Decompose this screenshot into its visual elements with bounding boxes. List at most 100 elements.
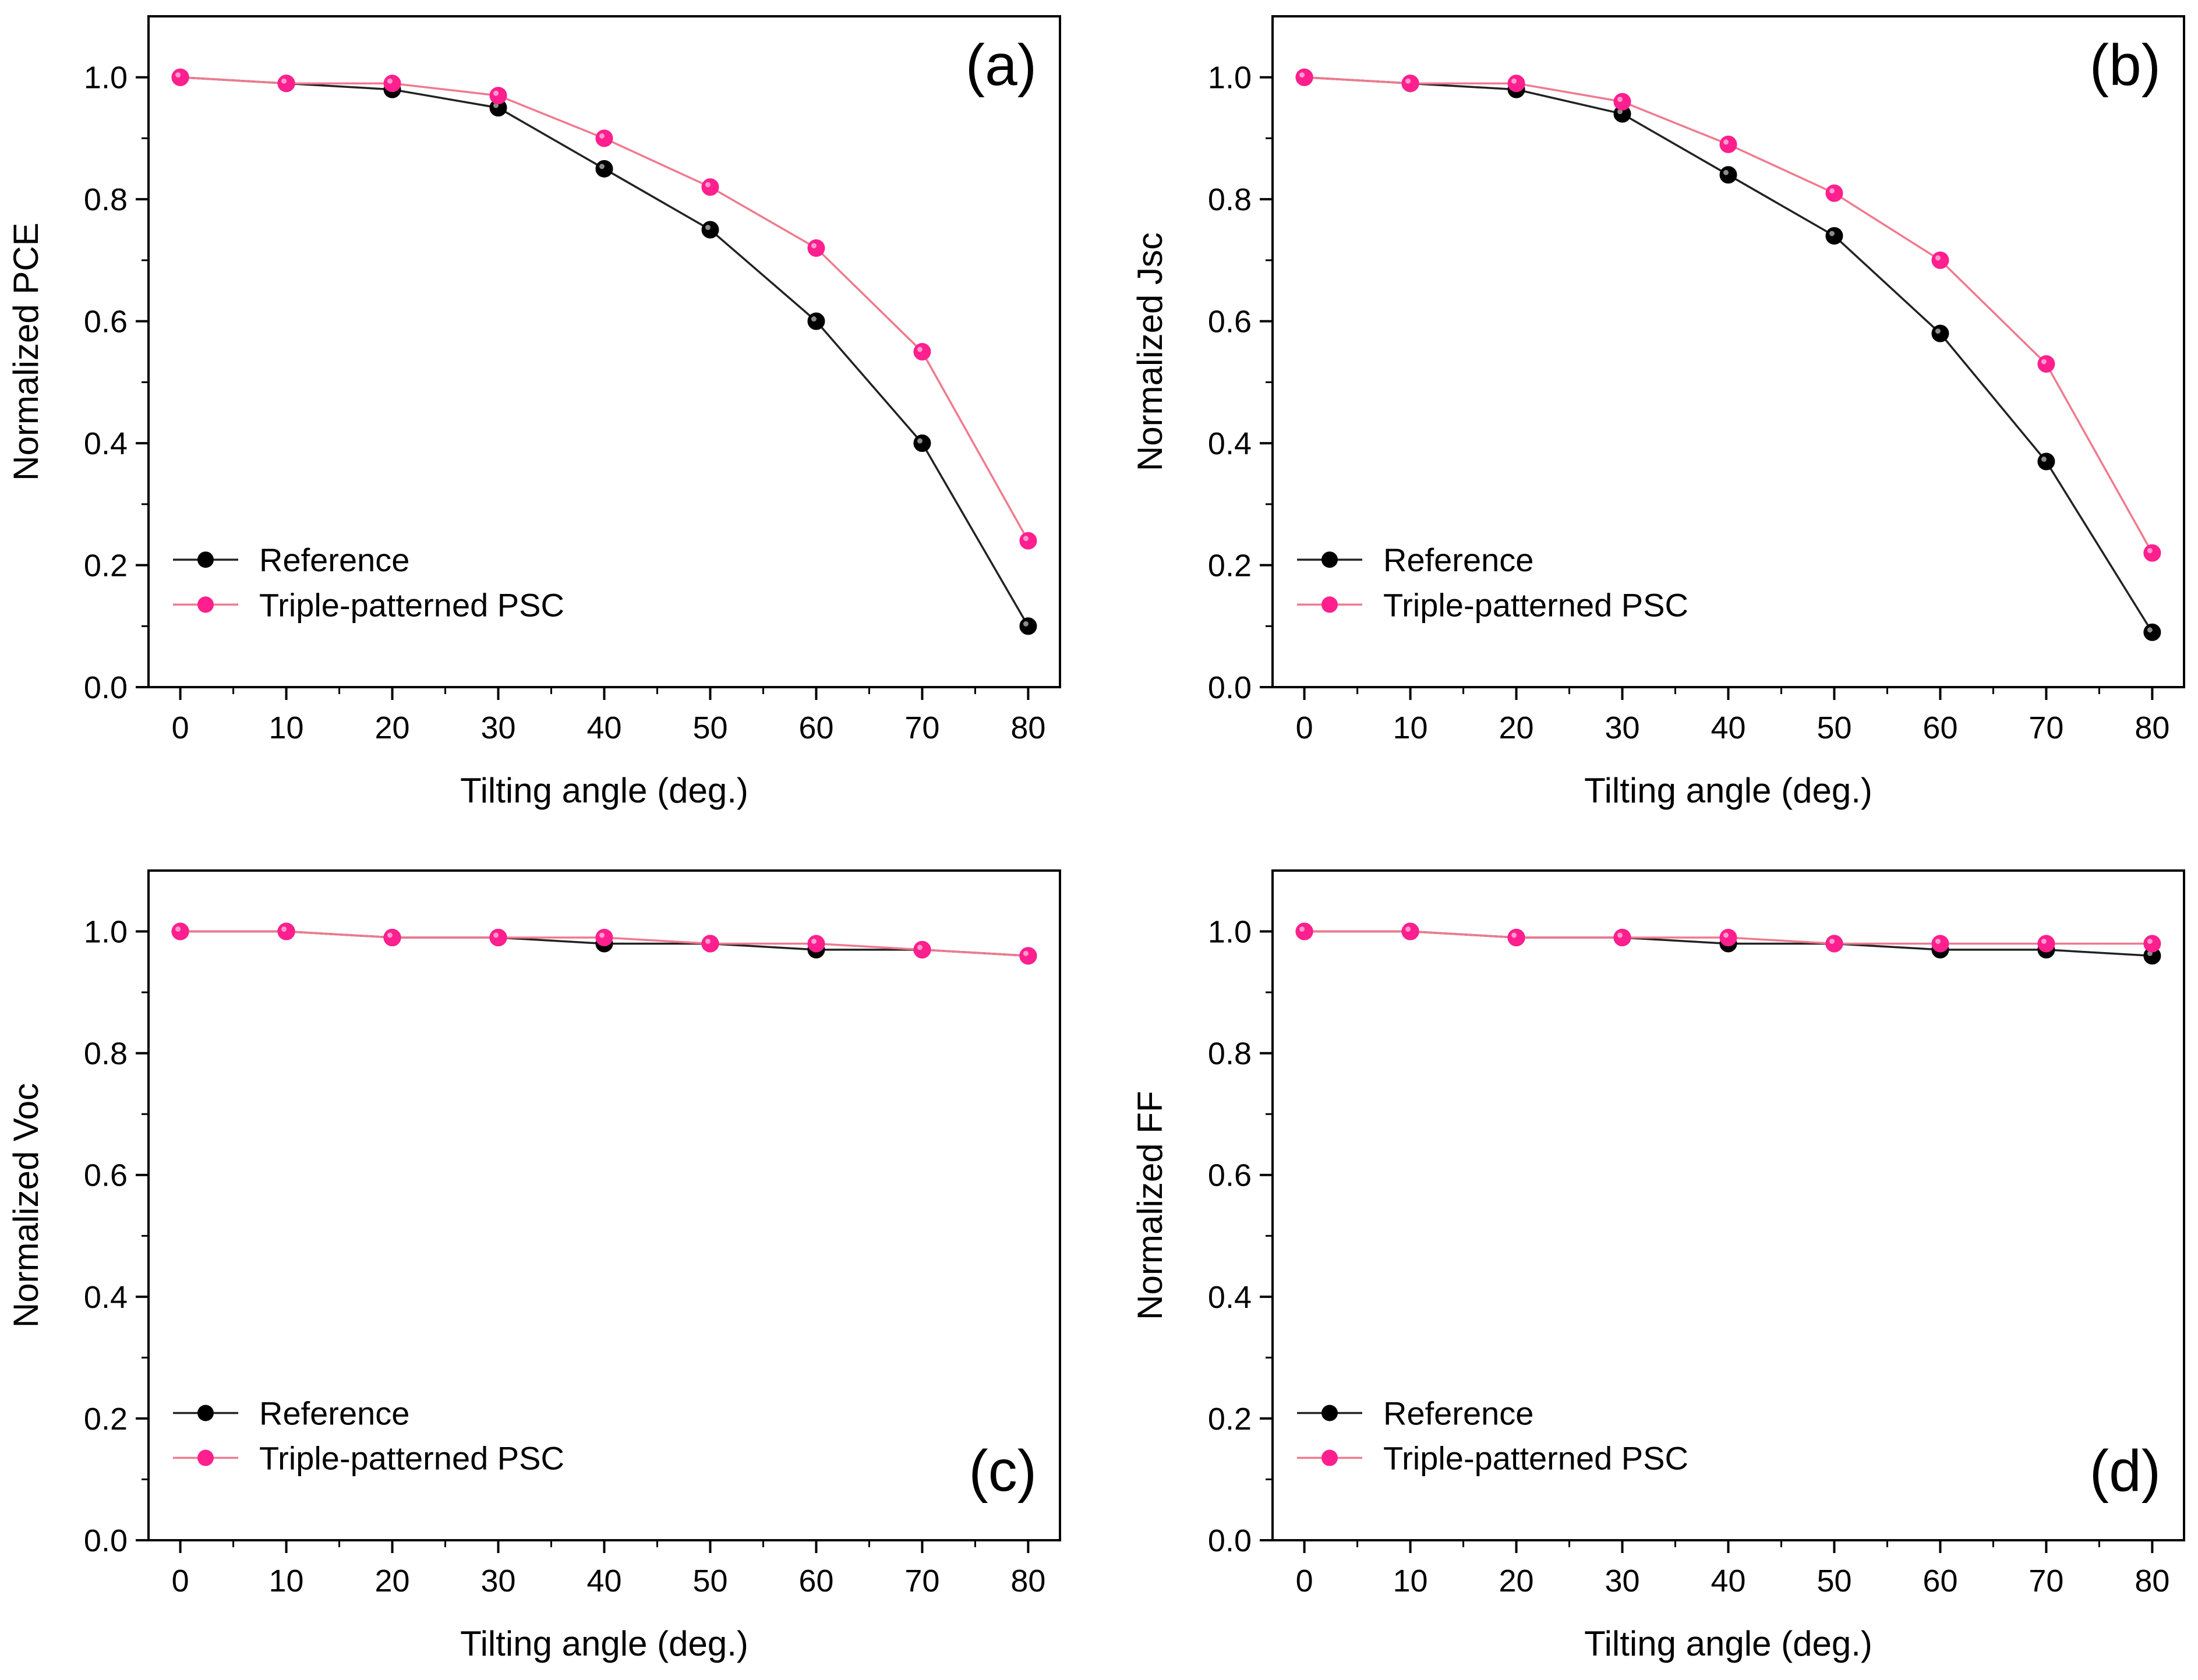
y-tick-label: 1.0 xyxy=(1208,61,1252,96)
data-point-highlight xyxy=(2147,938,2153,944)
chart-panel-4: 0 10 20 30 40 50 60 70 80 0.0 0.2 0.4 0.6 0.8 1.0 Tilti… xyxy=(1130,869,2185,1663)
data-point-triple-patterned xyxy=(383,929,401,946)
data-point-triple-patterned xyxy=(277,75,295,93)
data-point-triple-patterned xyxy=(1401,75,1419,93)
data-point-reference xyxy=(1825,227,1843,245)
y-tick-label: 0.4 xyxy=(84,1280,128,1315)
data-point-highlight xyxy=(811,243,817,249)
data-point-triple-patterned xyxy=(1825,935,1843,953)
data-point-triple-patterned xyxy=(1507,75,1525,93)
legend-marker-triple-patterned xyxy=(197,596,214,613)
x-tick-label: 20 xyxy=(375,1564,410,1598)
data-point-reference xyxy=(595,160,613,178)
legend-marker-triple-patterned xyxy=(197,1449,214,1466)
x-tick-label: 10 xyxy=(1393,1564,1428,1598)
data-point-triple-patterned xyxy=(171,68,189,86)
x-axis-title: Tilting angle (deg.) xyxy=(460,771,748,810)
data-point-triple-patterned xyxy=(171,922,189,940)
data-point-triple-patterned xyxy=(2037,935,2055,953)
data-point-triple-patterned xyxy=(1507,929,1525,946)
data-point-highlight xyxy=(1829,188,1835,194)
legend-label-reference: Reference xyxy=(1383,1395,1533,1432)
legend-label-triple-patterned: Triple-patterned PSC xyxy=(1383,586,1688,623)
legend-label-triple-patterned: Triple-patterned PSC xyxy=(259,586,564,623)
x-tick-label: 30 xyxy=(1605,1564,1639,1598)
x-tick-label: 10 xyxy=(269,710,304,745)
data-point-highlight xyxy=(1299,926,1305,932)
data-point-highlight xyxy=(1023,950,1029,956)
data-point-highlight xyxy=(1935,255,1941,261)
y-tick-label: 0.8 xyxy=(1208,1037,1252,1071)
data-point-highlight xyxy=(2147,627,2153,633)
y-tick-label: 0.0 xyxy=(84,670,128,705)
x-tick-label: 0 xyxy=(172,710,189,745)
legend-label-reference: Reference xyxy=(259,542,409,578)
data-point-highlight xyxy=(599,133,605,139)
x-tick-label: 60 xyxy=(798,1564,833,1598)
x-tick-label: 80 xyxy=(2135,710,2169,745)
x-tick-label: 70 xyxy=(2029,710,2063,745)
x-tick-label: 80 xyxy=(1010,1564,1045,1598)
chart-panel-1: 0 10 20 30 40 50 60 70 80 0.0 0.2 0.4 0.6 0.8 1.0 Tilti… xyxy=(6,15,1061,810)
legend-label-reference: Reference xyxy=(1383,542,1533,578)
data-point-triple-patterned xyxy=(1931,251,1949,269)
data-point-triple-patterned xyxy=(1931,935,1949,953)
data-point-highlight xyxy=(387,932,393,938)
x-axis-title: Tilting angle (deg.) xyxy=(1584,1624,1872,1663)
y-tick-label: 0.2 xyxy=(84,549,128,583)
data-point-triple-patterned xyxy=(2143,544,2161,562)
data-point-highlight xyxy=(811,938,817,944)
data-point-highlight xyxy=(1405,78,1411,84)
y-tick-label: 0.8 xyxy=(1208,182,1252,217)
data-point-triple-patterned xyxy=(807,239,825,257)
data-point-triple-patterned xyxy=(1019,532,1037,550)
data-point-highlight xyxy=(493,90,499,96)
data-point-triple-patterned xyxy=(1019,947,1037,965)
y-tick-label: 0.4 xyxy=(1208,426,1252,461)
x-tick-label: 20 xyxy=(375,710,410,745)
data-point-triple-patterned xyxy=(489,929,507,946)
plot-frame xyxy=(147,869,1061,1541)
legend-label-triple-patterned: Triple-patterned PSC xyxy=(1383,1440,1688,1477)
data-point-reference xyxy=(1019,617,1037,635)
y-tick-label: 0.6 xyxy=(84,305,128,339)
panel-label: (b) xyxy=(2090,33,2161,98)
legend-marker-reference xyxy=(197,1405,214,1421)
x-tick-label: 70 xyxy=(904,710,939,745)
legend-marker-triple-patterned xyxy=(1321,596,1338,613)
data-point-highlight xyxy=(2041,938,2047,944)
data-point-triple-patterned xyxy=(1613,929,1631,946)
data-point-highlight xyxy=(1617,932,1623,938)
y-tick-label: 0.4 xyxy=(1208,1280,1252,1315)
data-point-highlight xyxy=(2041,457,2047,462)
x-tick-label: 50 xyxy=(692,710,727,745)
x-tick-label: 30 xyxy=(480,710,515,745)
data-point-triple-patterned xyxy=(2037,355,2055,373)
data-point-highlight xyxy=(1935,938,1941,944)
data-point-highlight xyxy=(917,438,923,444)
y-tick-label: 0.0 xyxy=(1208,1523,1252,1558)
plot-frame xyxy=(147,15,1061,688)
x-tick-label: 40 xyxy=(1711,710,1745,745)
data-point-highlight xyxy=(1829,231,1835,236)
x-tick-label: 80 xyxy=(1010,710,1045,745)
data-point-highlight xyxy=(1617,97,1623,102)
data-point-highlight xyxy=(1829,938,1835,944)
y-axis-title: Normalized PCE xyxy=(6,222,45,480)
x-tick-label: 60 xyxy=(1923,1564,1957,1598)
x-tick-label: 40 xyxy=(586,710,621,745)
data-point-highlight xyxy=(493,932,499,938)
legend-marker-reference xyxy=(1321,1405,1338,1421)
data-point-highlight xyxy=(705,938,711,944)
legend-label-triple-patterned: Triple-patterned PSC xyxy=(259,1440,564,1477)
x-tick-label: 30 xyxy=(480,1564,515,1598)
x-tick-label: 50 xyxy=(692,1564,727,1598)
x-axis-title: Tilting angle (deg.) xyxy=(460,1624,748,1663)
data-point-highlight xyxy=(1299,72,1305,78)
data-point-highlight xyxy=(1723,932,1729,938)
y-tick-label: 0.6 xyxy=(84,1158,128,1193)
data-point-highlight xyxy=(1511,932,1517,938)
plot-frame xyxy=(1271,869,2185,1541)
data-point-highlight xyxy=(2147,548,2153,554)
